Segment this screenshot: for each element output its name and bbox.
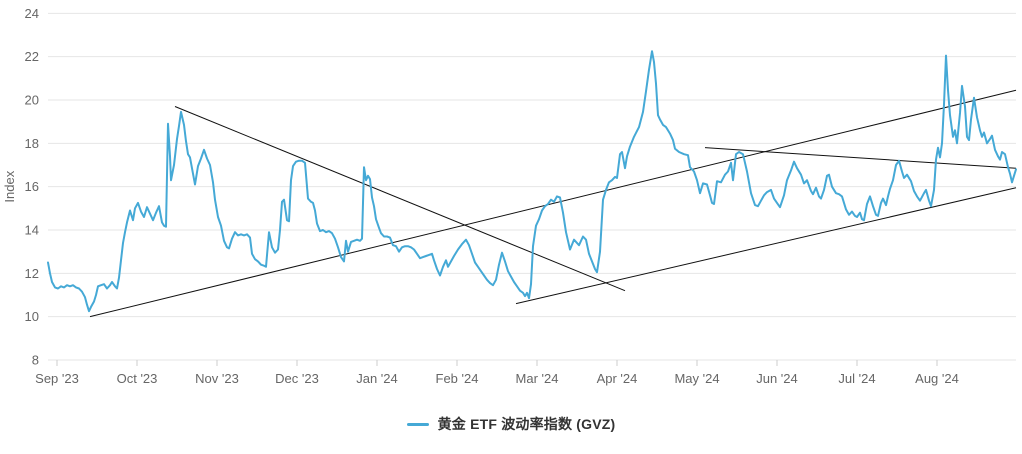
x-tick-label-11: Aug '24 bbox=[915, 371, 959, 386]
chart-legend[interactable]: 黄金 ETF 波动率指数 (GVZ) bbox=[0, 413, 1022, 435]
trendline-descending-resistance-left bbox=[174, 106, 626, 292]
series-line-gvz bbox=[47, 50, 1017, 313]
x-tick-label-9: Jun '24 bbox=[756, 371, 798, 386]
x-tick-label-6: Mar '24 bbox=[516, 371, 559, 386]
x-tick-label-10: Jul '24 bbox=[838, 371, 875, 386]
trendline-ascending-support-right bbox=[515, 187, 1017, 305]
y-tick-label-12: 12 bbox=[25, 266, 39, 281]
x-tick-label-0: Sep '23 bbox=[35, 371, 79, 386]
y-tick-label-14: 14 bbox=[25, 222, 39, 237]
x-tick-label-7: Apr '24 bbox=[597, 371, 638, 386]
y-tick-label-20: 20 bbox=[25, 92, 39, 107]
y-axis-title: Index bbox=[2, 170, 17, 202]
y-tick-label-16: 16 bbox=[25, 179, 39, 194]
x-tick-label-5: Feb '24 bbox=[436, 371, 479, 386]
trendline-descending-resistance-right bbox=[704, 147, 1017, 169]
y-tick-label-22: 22 bbox=[25, 49, 39, 64]
x-tick-label-4: Jan '24 bbox=[356, 371, 398, 386]
x-tick-label-1: Oct '23 bbox=[117, 371, 158, 386]
legend-line-marker bbox=[406, 422, 429, 426]
trendline-ascending-support-long bbox=[89, 89, 1017, 318]
x-tick-label-3: Dec '23 bbox=[275, 371, 319, 386]
y-tick-label-24: 24 bbox=[25, 6, 39, 21]
y-tick-label-18: 18 bbox=[25, 136, 39, 151]
y-tick-label-10: 10 bbox=[25, 309, 39, 324]
chart-plot-area[interactable]: 24 22 20 18 16 14 12 10 8 Sep '23 Oct '23 Nov '23 De… bbox=[0, 0, 1022, 404]
x-tick-label-2: Nov '23 bbox=[195, 371, 239, 386]
y-tick-label-8: 8 bbox=[32, 353, 39, 368]
x-tick-label-8: May '24 bbox=[674, 371, 719, 386]
legend-label: 黄金 ETF 波动率指数 (GVZ) bbox=[437, 416, 616, 432]
